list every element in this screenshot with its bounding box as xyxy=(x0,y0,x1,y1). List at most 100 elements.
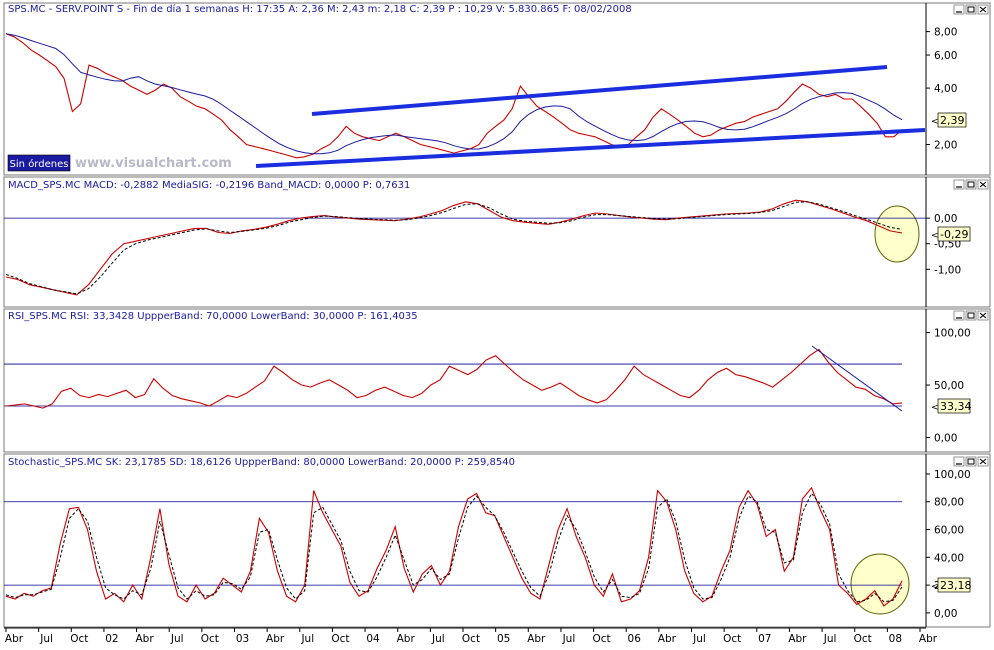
macd-highlight-circle xyxy=(874,205,920,263)
price-series-main xyxy=(5,33,903,159)
sin-ordenes-label: Sin órdenes xyxy=(10,158,69,170)
rsi-tick-label: 100,00 xyxy=(934,328,971,340)
x-tick-label: 03 xyxy=(236,633,249,645)
stochastic-tick-label: 60,00 xyxy=(934,525,964,537)
rsi-y-axis: 100,00 50,00 0,00 xyxy=(926,328,971,445)
maximize-icon[interactable] xyxy=(965,4,977,15)
channel-upper-line xyxy=(311,65,888,116)
price-tick-label: 4,00 xyxy=(934,83,957,95)
x-tick-label: Jul xyxy=(431,633,445,645)
minimize-icon[interactable] xyxy=(953,179,965,190)
stochastic-series-signal xyxy=(5,492,903,603)
macd-window-controls xyxy=(953,179,989,190)
macd-tick-label: -0,50 xyxy=(934,239,961,251)
x-tick-label: Jul xyxy=(39,633,53,645)
stochastic-tick-label: 100,00 xyxy=(934,469,971,481)
close-icon[interactable] xyxy=(977,4,989,15)
price-y-axis: 8,00 6,00 4,00 2,00 xyxy=(926,27,957,152)
close-icon[interactable] xyxy=(977,179,989,190)
stochastic-panel: Stochastic_SPS.MC SK: 23,1785 SD: 18,612… xyxy=(3,453,991,628)
channel-lower-line xyxy=(255,128,926,168)
price-tick-label: 2,00 xyxy=(934,140,957,152)
x-tick-label: Jul xyxy=(823,633,837,645)
close-icon[interactable] xyxy=(977,310,989,321)
x-tick-label: Oct xyxy=(331,633,349,645)
macd-tick-label: 0,00 xyxy=(934,213,957,225)
minimize-icon[interactable] xyxy=(953,456,965,467)
watermark: www.visualchart.com xyxy=(75,156,232,171)
x-tick-label: 02 xyxy=(105,633,118,645)
x-tick-label: Oct xyxy=(592,633,610,645)
price-window-controls xyxy=(953,4,989,15)
x-tick-label: 07 xyxy=(758,633,771,645)
x-tick-label: Oct xyxy=(723,633,741,645)
rsi-trendline xyxy=(811,345,903,412)
svg-text:<: < xyxy=(931,117,939,127)
x-tick-label: Abr xyxy=(135,633,154,645)
rsi-tick-label: 50,00 xyxy=(934,380,964,392)
stochastic-series-main xyxy=(5,486,903,607)
x-tick-label: Abr xyxy=(788,633,807,645)
x-tick-label: Oct xyxy=(854,633,872,645)
x-tick-label: 06 xyxy=(628,633,642,645)
svg-text:<: < xyxy=(931,231,939,241)
price-last-value: 2,39 xyxy=(940,114,965,127)
rsi-panel: RSI_SPS.MC RSI: 33,3428 UppperBand: 70,0… xyxy=(3,308,991,453)
macd-last-badge: < -0,29 xyxy=(931,226,971,242)
macd-series-signal xyxy=(5,201,903,295)
rsi-series-main xyxy=(5,348,903,409)
minimize-icon[interactable] xyxy=(953,310,965,321)
x-tick-label: 08 xyxy=(889,633,902,645)
x-tick-label: Abr xyxy=(397,633,416,645)
rsi-tick-label: 0,00 xyxy=(934,433,957,445)
macd-tick-label: -1,00 xyxy=(934,264,961,276)
stochastic-tick-label: 0,00 xyxy=(934,608,957,620)
rsi-last-badge: < 33,34 xyxy=(931,398,972,414)
macd-header: MACD_SPS.MC MACD: -0,2882 MediaSIG: -0,2… xyxy=(8,180,410,191)
price-header: SPS.MC - SERV.POINT S - Fin de día 1 sem… xyxy=(8,3,632,15)
rsi-last-value: 33,34 xyxy=(940,400,972,413)
stochastic-header: Stochastic_SPS.MC SK: 23,1785 SD: 18,612… xyxy=(8,457,515,468)
macd-y-axis: 0,00 -0,50 -1,00 xyxy=(926,213,961,276)
x-tick-label: Abr xyxy=(919,633,938,645)
time-axis: Abr Jul Oct 02 Abr Jul Oct 03 Abr Jul Oct 04 Abr Jul O… xyxy=(4,627,938,645)
x-tick-label: Abr xyxy=(5,633,24,645)
trend-channel xyxy=(255,65,926,168)
rsi-window-controls xyxy=(953,310,989,321)
stochastic-last-value: 23,18 xyxy=(940,579,972,592)
stochastic-tick-label: 80,00 xyxy=(934,497,964,509)
x-tick-label: Abr xyxy=(266,633,285,645)
maximize-icon[interactable] xyxy=(965,179,977,190)
x-tick-label: Oct xyxy=(201,633,219,645)
x-tick-label: Oct xyxy=(462,633,480,645)
rsi-header: RSI_SPS.MC RSI: 33,3428 UppperBand: 70,0… xyxy=(8,311,418,322)
x-tick-label: 05 xyxy=(497,633,510,645)
price-last-badge: < 2,39 xyxy=(931,112,967,128)
price-panel: SPS.MC - SERV.POINT S - Fin de día 1 sem… xyxy=(3,2,991,176)
maximize-icon[interactable] xyxy=(965,456,977,467)
stochastic-tick-label: 40,00 xyxy=(934,552,964,564)
x-tick-label: Abr xyxy=(527,633,546,645)
x-tick-label: Jul xyxy=(562,633,576,645)
svg-text:<: < xyxy=(931,403,939,413)
stochastic-window-controls xyxy=(953,456,989,467)
price-tick-label: 8,00 xyxy=(934,27,957,39)
sin-ordenes-button[interactable]: Sin órdenes xyxy=(7,154,71,172)
maximize-icon[interactable] xyxy=(965,310,977,321)
x-tick-label: Oct xyxy=(70,633,88,645)
price-tick-label: 6,00 xyxy=(934,50,957,62)
x-tick-label: Jul xyxy=(692,633,706,645)
x-tick-label: Jul xyxy=(170,633,184,645)
stochastic-last-badge: < 23,18 xyxy=(931,577,972,593)
macd-last-value: -0,29 xyxy=(940,228,968,241)
x-tick-label: Jul xyxy=(300,633,314,645)
macd-panel: MACD_SPS.MC MACD: -0,2882 MediaSIG: -0,2… xyxy=(3,176,991,308)
svg-text:<: < xyxy=(931,582,939,592)
price-moving-average xyxy=(5,33,903,155)
close-icon[interactable] xyxy=(977,456,989,467)
x-tick-label: 04 xyxy=(366,633,380,645)
minimize-icon[interactable] xyxy=(953,4,965,15)
x-tick-label: Abr xyxy=(658,633,677,645)
